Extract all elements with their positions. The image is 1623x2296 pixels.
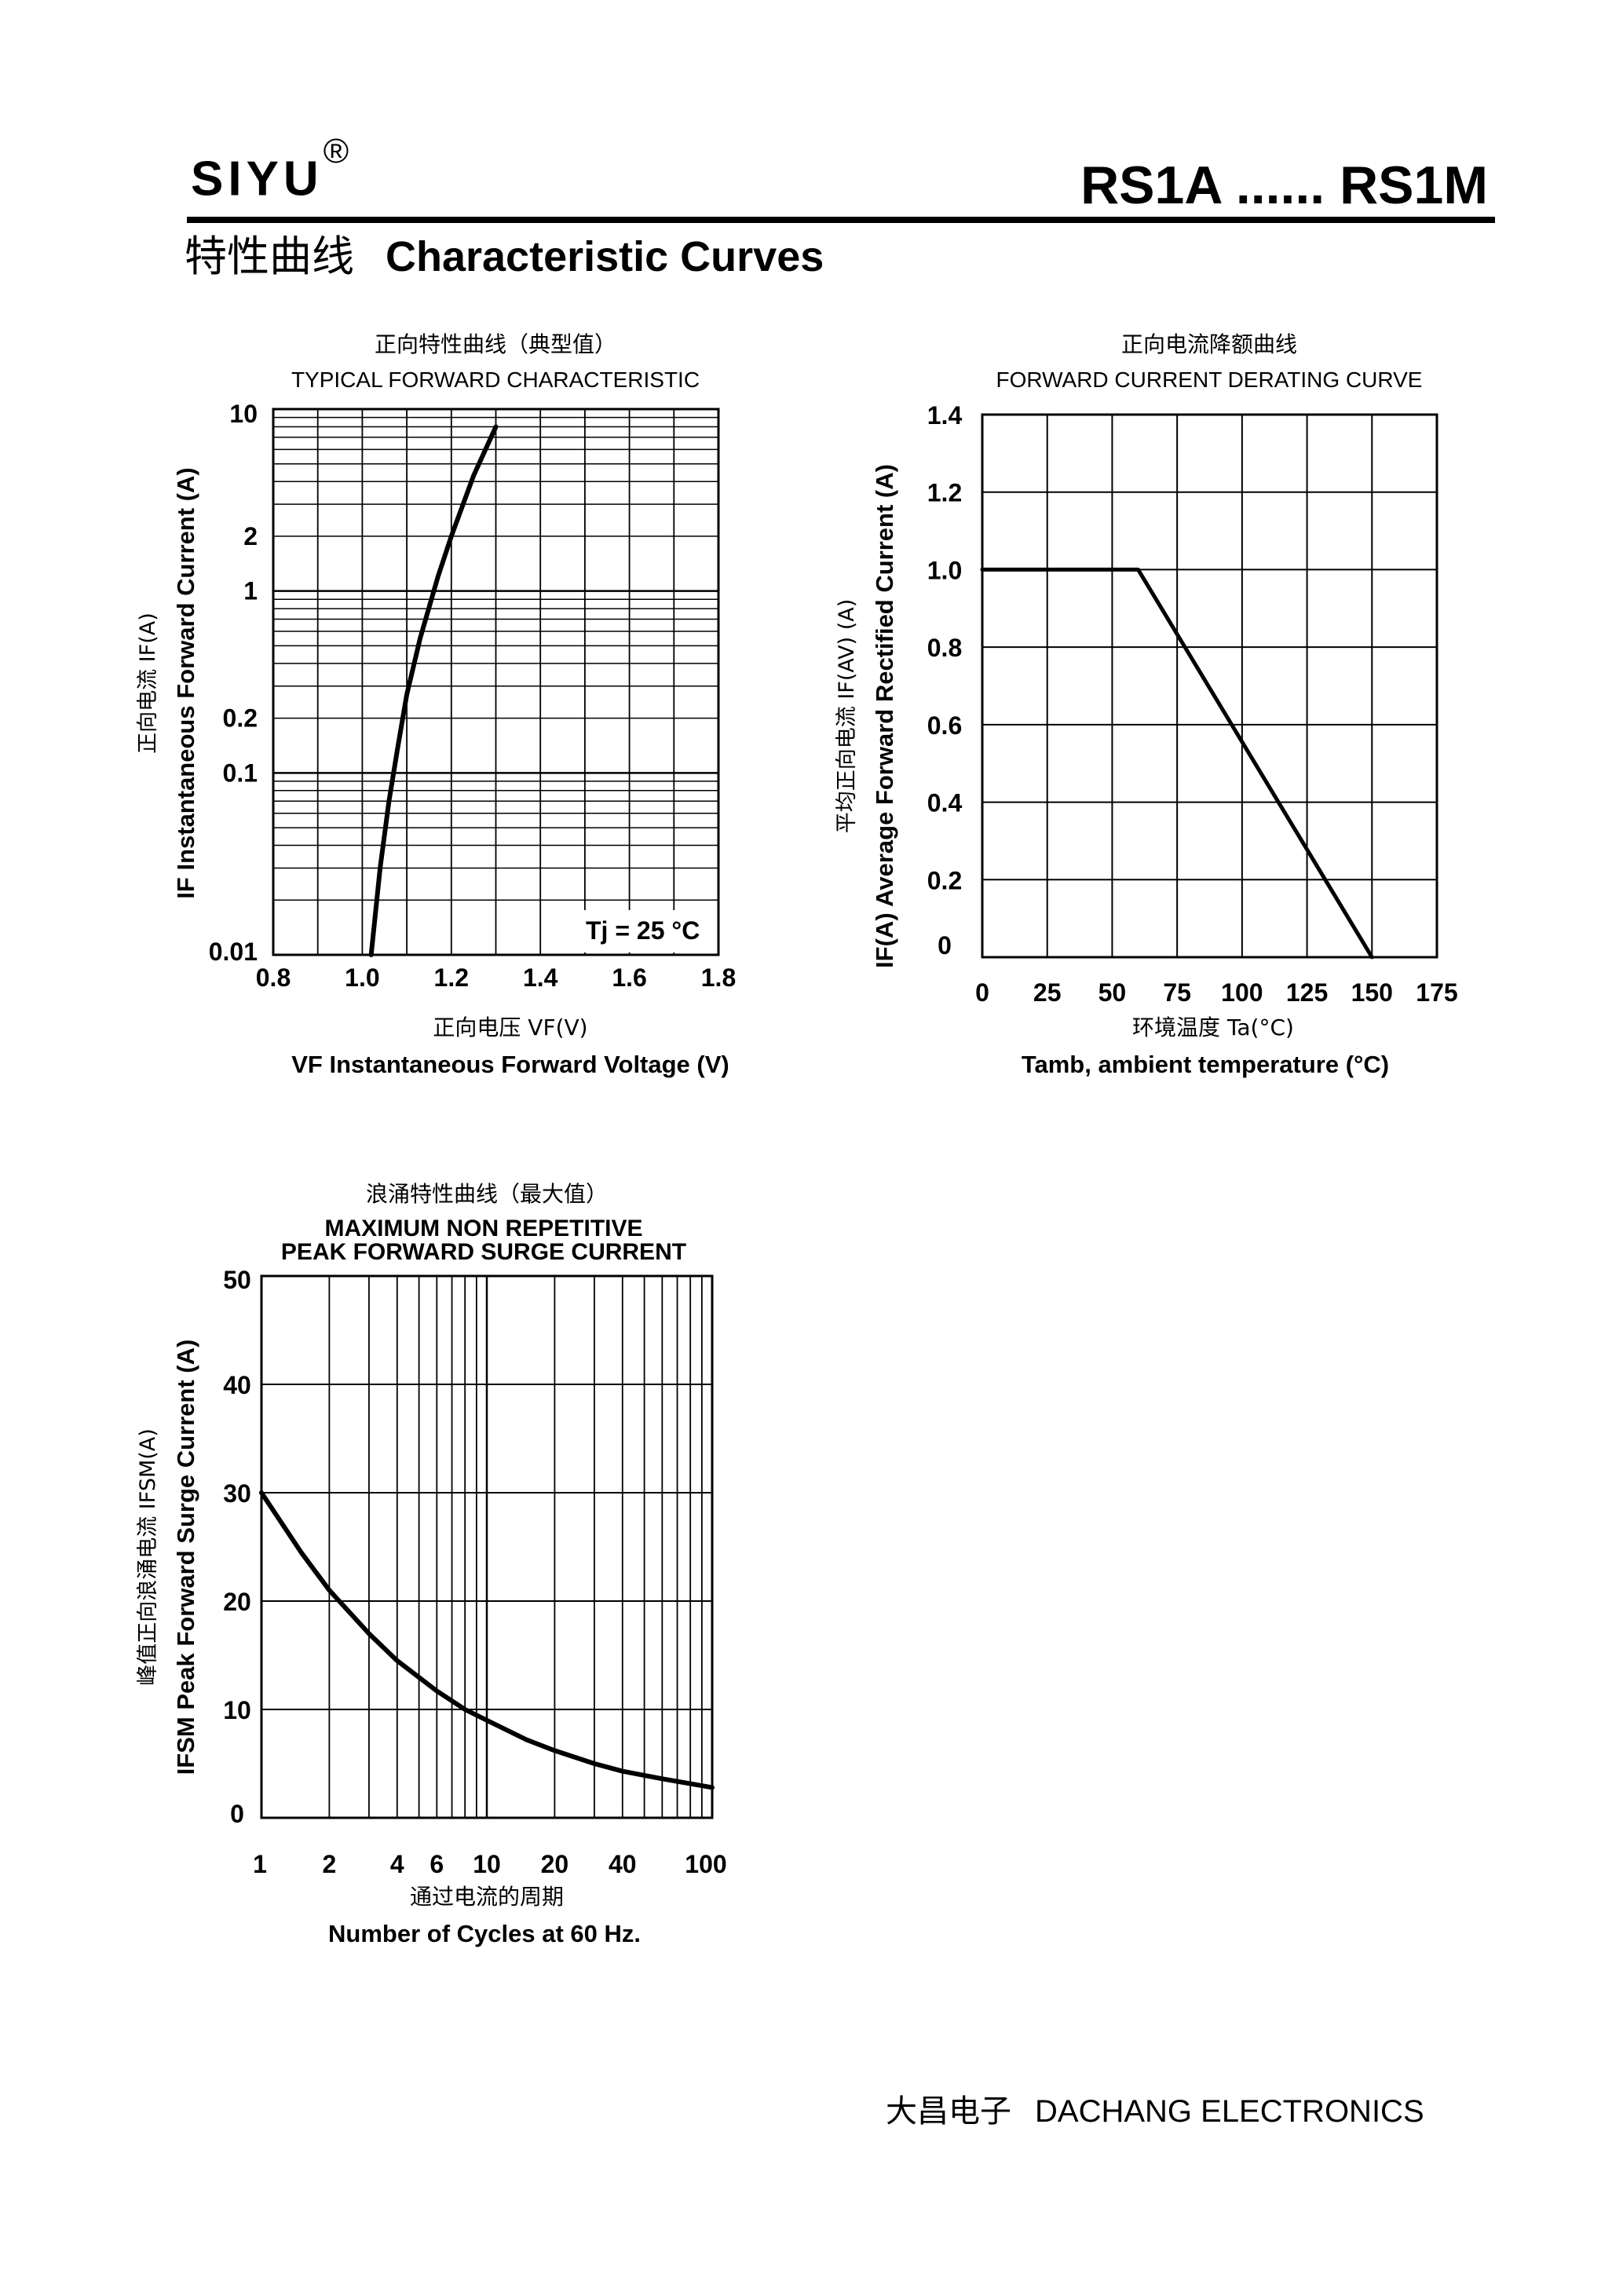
header-rule	[187, 217, 1495, 223]
series-line	[368, 424, 499, 957]
y-tick-label: 40	[223, 1371, 251, 1399]
x-tick-label: 20	[541, 1850, 569, 1878]
chart-title-en-line2: PEAK FORWARD SURGE CURRENT	[281, 1239, 686, 1265]
plot-frame	[260, 1274, 714, 1819]
x-axis-label-cn: 环境温度 Ta(°C)	[1132, 1015, 1294, 1040]
x-tick-label: 2	[322, 1850, 336, 1878]
brand-text: SIYU	[191, 152, 324, 207]
y-tick-label: 1.0	[927, 556, 962, 584]
x-tick-label: 175	[1416, 978, 1457, 1007]
chart-title-en: TYPICAL FORWARD CHARACTERISTIC	[291, 367, 700, 392]
section-title-en: Characteristic Curves	[386, 233, 824, 280]
part-range: RS1A ...... RS1M	[1080, 155, 1488, 215]
x-axis-label-en: VF Instantaneous Forward Voltage (V)	[291, 1051, 729, 1078]
chart-title-en: FORWARD CURRENT DERATING CURVE	[996, 367, 1423, 392]
y-tick-label: 10	[223, 1696, 251, 1724]
y-tick-label: 0	[230, 1800, 244, 1828]
chart-title-cn: 正向特性曲线（典型值）	[375, 331, 616, 357]
x-axis-label-en: Number of Cycles at 60 Hz.	[328, 1920, 641, 1947]
y-tick-label: 0.2	[223, 704, 258, 733]
y-tick-label: 50	[223, 1266, 251, 1294]
section-title-cn: 特性曲线	[185, 232, 354, 281]
y-tick-label: 0.6	[927, 711, 962, 740]
plot-frame	[981, 413, 1438, 959]
y-tick-label: 1.4	[927, 401, 963, 430]
y-tick-label: 1	[243, 577, 258, 605]
x-tick-label: 40	[609, 1850, 637, 1878]
x-tick-label: 25	[1033, 978, 1062, 1007]
chart-title-en-line1: MAXIMUM NON REPETITIVE	[324, 1216, 642, 1241]
y-axis-label-en: IF(A) Average Forward Rectified Current …	[871, 464, 898, 968]
x-tick-label: 4	[390, 1850, 404, 1878]
x-tick-label: 1.0	[345, 963, 379, 992]
y-tick-label: 0.2	[927, 866, 962, 894]
y-tick-label: 2	[243, 522, 258, 550]
y-tick-label: 0	[938, 931, 952, 960]
x-tick-label: 0	[975, 978, 989, 1007]
x-tick-label: 1.4	[523, 963, 558, 992]
y-axis-label-cn: 正向电流 IF(A)	[136, 612, 160, 754]
y-tick-label: 20	[223, 1588, 251, 1616]
y-tick-label: 0.8	[927, 634, 962, 662]
y-axis-label-cn: 峰值正向浪涌电流 IFSM(A)	[136, 1428, 160, 1686]
x-tick-label: 100	[1221, 978, 1263, 1007]
x-axis-label-en: Tamb, ambient temperature (°C)	[1022, 1051, 1389, 1078]
x-tick-label: 6	[430, 1850, 444, 1878]
series-line	[259, 1490, 715, 1790]
x-tick-label: 1	[253, 1850, 267, 1878]
y-axis-label-en: IF Instantaneous Forward Current (A)	[172, 467, 199, 898]
chart-title-cn: 正向电流降额曲线	[1121, 331, 1297, 357]
x-tick-label: 0.8	[256, 963, 291, 992]
x-axis-label-cn: 正向电压 VF(V)	[433, 1015, 587, 1040]
x-tick-label: 50	[1098, 978, 1127, 1007]
footer: 大昌电子 DACHANG ELECTRONICS	[886, 2086, 1424, 2131]
chart-title-cn: 浪涌特性曲线（最大值）	[366, 1181, 608, 1207]
x-axis-label-cn: 通过电流的周期	[410, 1884, 564, 1910]
forward-characteristic-chart: Tj = 25 °C 正向特性曲线（典型值） TYPICAL FORWARD CHA…	[136, 331, 736, 1078]
derating-curve-chart: 正向电流降额曲线 FORWARD CURRENT DERATING CURVE 1.…	[835, 331, 1458, 1078]
series-line	[980, 567, 1374, 960]
x-tick-label: 1.2	[434, 963, 469, 992]
x-tick-label: 75	[1163, 978, 1191, 1007]
annotation-bg	[583, 910, 716, 952]
y-tick-label: 10	[229, 400, 258, 428]
y-tick-label: 1.2	[927, 479, 962, 507]
x-tick-label: 100	[685, 1850, 726, 1878]
y-tick-label: 0.1	[223, 759, 258, 787]
registered-mark: ®	[323, 132, 354, 170]
company-cn: 大昌电子	[886, 2094, 1011, 2129]
x-tick-label: 125	[1286, 978, 1328, 1007]
x-tick-label: 1.6	[612, 963, 646, 992]
brand-name: SIYU®	[191, 132, 353, 207]
y-tick-label: 0.01	[209, 938, 258, 966]
plot-frame	[272, 408, 720, 956]
y-axis-label-cn: 平均正向电流 IF(AV) (A)	[835, 599, 859, 833]
annotation-tj: Tj = 25 °C	[586, 916, 700, 945]
y-tick-label: 30	[223, 1479, 251, 1508]
y-tick-label: 0.4	[927, 789, 963, 817]
x-tick-label: 1.8	[701, 963, 736, 992]
x-tick-label: 10	[473, 1850, 501, 1878]
x-tick-label: 150	[1351, 978, 1393, 1007]
y-axis-label-en: IFSM Peak Forward Surge Current (A)	[172, 1340, 199, 1775]
company-en: DACHANG ELECTRONICS	[1035, 2094, 1424, 2129]
section-title: 特性曲线 Characteristic Curves	[185, 221, 824, 283]
